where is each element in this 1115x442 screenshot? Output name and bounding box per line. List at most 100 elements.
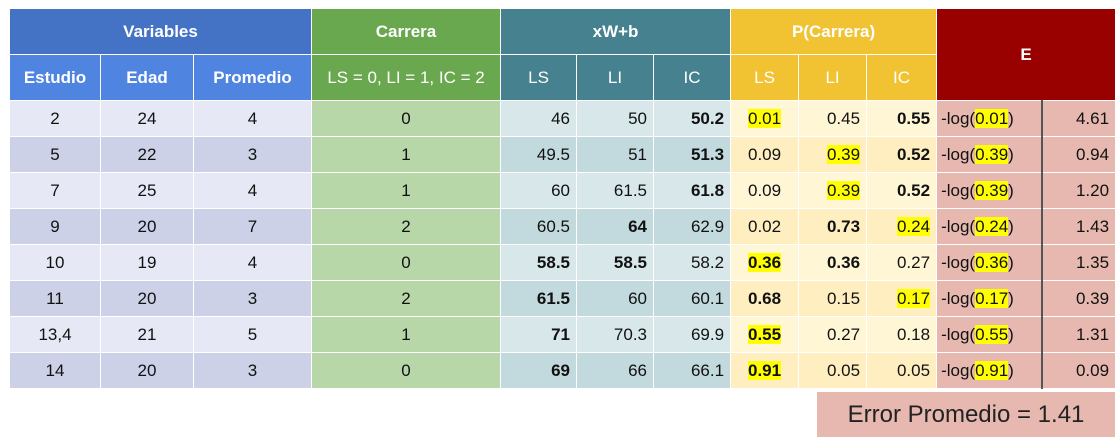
log-argument: 0.55 [975, 324, 1009, 344]
log-suffix: ) [1008, 360, 1014, 380]
cell-edad: 20 [100, 352, 194, 389]
cell-error-value: 1.43 [1040, 208, 1115, 245]
cell-pls: 0.09 [730, 172, 800, 209]
log-suffix: ) [1008, 180, 1014, 200]
cell-log-expr: -log(0.39) [936, 172, 1043, 209]
cell-xli: 60 [576, 280, 655, 317]
cell-log-expr: -log(0.36) [936, 244, 1043, 281]
cell-pic-value: 0.17 [896, 288, 931, 308]
cell-pli-value: 0.45 [826, 108, 861, 128]
results-table: Variables Carrera xW+b P(Carrera) E Estu… [8, 8, 1115, 389]
header-promedio: Promedio [192, 54, 313, 101]
cell-pic: 0.24 [866, 208, 938, 245]
cell-pic-value: 0.24 [896, 216, 931, 236]
log-argument: 0.39 [975, 144, 1009, 164]
cell-pli-value: 0.27 [826, 324, 861, 344]
table-row: 9 20 7 2 60.5 64 62.9 0.02 0.73 0.24 -log(0.24) 1.4… [9, 208, 1115, 245]
log-argument: 0.91 [975, 360, 1009, 380]
log-argument: 0.39 [975, 180, 1009, 200]
cell-xls: 71 [500, 316, 578, 353]
cell-xls: 49.5 [500, 136, 578, 173]
cell-pli-value: 0.39 [826, 180, 861, 200]
cell-pls: 0.02 [730, 208, 800, 245]
cell-pic-value: 0.27 [896, 252, 931, 272]
cell-estudio: 13,4 [9, 316, 101, 353]
cell-pls-value: 0.91 [748, 360, 782, 380]
cell-xls: 46 [500, 100, 578, 137]
group-e: E [936, 8, 1115, 101]
log-prefix: -log( [941, 216, 976, 236]
cell-log-expr: -log(0.24) [936, 208, 1043, 245]
cell-promedio: 4 [192, 244, 313, 281]
cell-pls-value: 0.68 [748, 288, 782, 308]
header-estudio: Estudio [9, 54, 101, 101]
cell-pli-value: 0.05 [826, 360, 861, 380]
cell-pic: 0.17 [866, 280, 938, 317]
cell-pic: 0.05 [866, 352, 938, 389]
cell-xli: 50 [576, 100, 655, 137]
cell-xic: 61.8 [653, 172, 732, 209]
cell-xli: 64 [576, 208, 655, 245]
cell-xic: 60.1 [653, 280, 732, 317]
cell-pli: 0.15 [798, 280, 868, 317]
log-argument: 0.24 [975, 216, 1009, 236]
cell-xic: 58.2 [653, 244, 732, 281]
cell-carrera: 0 [311, 352, 502, 389]
cell-xls: 61.5 [500, 280, 578, 317]
cell-xls: 60 [500, 172, 578, 209]
cell-error-value: 0.39 [1040, 280, 1115, 317]
header-p-ic: IC [866, 54, 938, 101]
cell-pic: 0.52 [866, 136, 938, 173]
header-carrera-code: LS = 0, LI = 1, IC = 2 [311, 54, 502, 101]
cell-xic: 51.3 [653, 136, 732, 173]
cell-edad: 20 [100, 208, 194, 245]
cell-xli: 70.3 [576, 316, 655, 353]
group-xwb: xW+b [500, 8, 732, 55]
cell-estudio: 11 [9, 280, 101, 317]
log-prefix: -log( [941, 324, 976, 344]
cell-error-value: 1.20 [1040, 172, 1115, 209]
cell-pli-value: 0.73 [826, 216, 861, 236]
cell-pls: 0.36 [730, 244, 800, 281]
cell-pic-value: 0.52 [896, 180, 931, 200]
cell-estudio: 9 [9, 208, 101, 245]
log-prefix: -log( [941, 108, 976, 128]
cell-pic: 0.55 [866, 100, 938, 137]
cell-pic-value: 0.52 [896, 144, 931, 164]
cell-carrera: 2 [311, 280, 502, 317]
table-row: 14 20 3 0 69 66 66.1 0.91 0.05 0.05 -log(0.91) 0.09 [9, 352, 1115, 389]
log-prefix: -log( [941, 144, 976, 164]
error-promedio: Error Promedio = 1.41 [817, 392, 1115, 437]
cell-pli: 0.36 [798, 244, 868, 281]
log-suffix: ) [1008, 108, 1014, 128]
log-argument: 0.01 [975, 108, 1009, 128]
cell-pic: 0.18 [866, 316, 938, 353]
cell-pic: 0.27 [866, 244, 938, 281]
cell-edad: 24 [100, 100, 194, 137]
header-xw-li: LI [576, 54, 655, 101]
group-pcarrera: P(Carrera) [730, 8, 938, 55]
cell-error-value: 4.61 [1040, 100, 1115, 137]
cell-carrera: 1 [311, 172, 502, 209]
cell-promedio: 3 [192, 280, 313, 317]
log-suffix: ) [1008, 216, 1014, 236]
cell-edad: 22 [100, 136, 194, 173]
cell-xli: 61.5 [576, 172, 655, 209]
table-row: 13,4 21 5 1 71 70.3 69.9 0.55 0.27 0.18 -log(0.55)… [9, 316, 1115, 353]
log-prefix: -log( [941, 288, 976, 308]
cell-pls-value: 0.02 [748, 216, 782, 236]
cell-error-value: 0.09 [1040, 352, 1115, 389]
cell-pli: 0.45 [798, 100, 868, 137]
cell-pli-value: 0.39 [826, 144, 861, 164]
cell-xli: 58.5 [576, 244, 655, 281]
cell-estudio: 5 [9, 136, 101, 173]
log-suffix: ) [1008, 288, 1014, 308]
cell-carrera: 0 [311, 100, 502, 137]
cell-xic: 62.9 [653, 208, 732, 245]
cell-pli-value: 0.36 [826, 252, 861, 272]
cell-xic: 69.9 [653, 316, 732, 353]
cell-log-expr: -log(0.91) [936, 352, 1043, 389]
cell-log-expr: -log(0.01) [936, 100, 1043, 137]
cell-pls: 0.68 [730, 280, 800, 317]
table-row: 11 20 3 2 61.5 60 60.1 0.68 0.15 0.17 -log(0.17) 0.… [9, 280, 1115, 317]
